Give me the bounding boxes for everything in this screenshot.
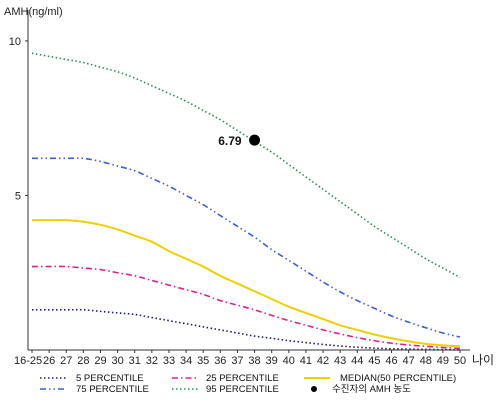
- y-axis-label: AMH(ng/ml): [4, 6, 63, 18]
- x-tick-label: 42: [317, 355, 329, 367]
- legend-label: 5 PERCENTILE: [76, 373, 144, 384]
- series-line: [31, 157, 461, 338]
- x-tick-label: 29: [94, 355, 106, 367]
- x-tick-label: 47: [403, 355, 415, 367]
- series-line: [31, 52, 461, 279]
- patient-point: [249, 134, 261, 146]
- x-tick-label: 33: [163, 355, 175, 367]
- x-tick-label: 46: [385, 355, 397, 367]
- x-tick-label: 41: [300, 355, 312, 367]
- chart-ticks: 16-25 26 27 28 29 30 31 32 33 34 35 36 37 38 39 40 41 42 4…: [9, 36, 466, 367]
- x-axis-label: 나이: [472, 353, 494, 367]
- y-tick-label: 5: [15, 190, 21, 202]
- x-tick-label: 26: [43, 355, 55, 367]
- x-tick-label: 44: [351, 355, 363, 367]
- x-tick-label: 30: [111, 355, 123, 367]
- x-tick-label: 48: [420, 355, 432, 367]
- x-tick-label: 43: [334, 355, 346, 367]
- patient-point-group: 6.79: [218, 134, 261, 148]
- legend-label: 수진자의 AMH 농도: [332, 384, 411, 395]
- x-tick-label: 38: [248, 355, 260, 367]
- x-tick-label: 36: [214, 355, 226, 367]
- x-tick-label: 35: [197, 355, 209, 367]
- legend-label: MEDIAN(50 PERCENTILE): [340, 373, 456, 384]
- legend-label: 75 PERCENTILE: [76, 384, 149, 395]
- x-tick-label: 49: [437, 355, 449, 367]
- x-tick-label: 37: [231, 355, 243, 367]
- x-tick-label: 31: [129, 355, 141, 367]
- x-tick-label: 40: [283, 355, 295, 367]
- y-tick-label: 10: [9, 36, 21, 48]
- legend-label: 25 PERCENTILE: [206, 373, 279, 384]
- legend-patient-marker: [311, 386, 317, 392]
- legend-label: 95 PERCENTILE: [206, 384, 279, 395]
- x-tick-label: 32: [146, 355, 158, 367]
- x-tick-label: 39: [266, 355, 278, 367]
- chart-legend: 5 PERCENTILE 25 PERCENTILE MEDIAN(50 PERCE…: [40, 373, 456, 395]
- series-line: [32, 265, 461, 350]
- x-tick-label: 34: [180, 355, 192, 367]
- series-line: [32, 308, 461, 351]
- series-line: [31, 219, 461, 348]
- x-tick-label: 16-25: [14, 355, 42, 367]
- patient-value-label: 6.79: [218, 134, 242, 148]
- x-tick-label: 50: [454, 355, 466, 367]
- chart-axes: AMH(ng/ml) 나이: [4, 6, 494, 367]
- chart-series: [31, 52, 461, 351]
- x-tick-label: 28: [77, 355, 89, 367]
- x-tick-label: 27: [60, 355, 72, 367]
- x-tick-label: 45: [368, 355, 380, 367]
